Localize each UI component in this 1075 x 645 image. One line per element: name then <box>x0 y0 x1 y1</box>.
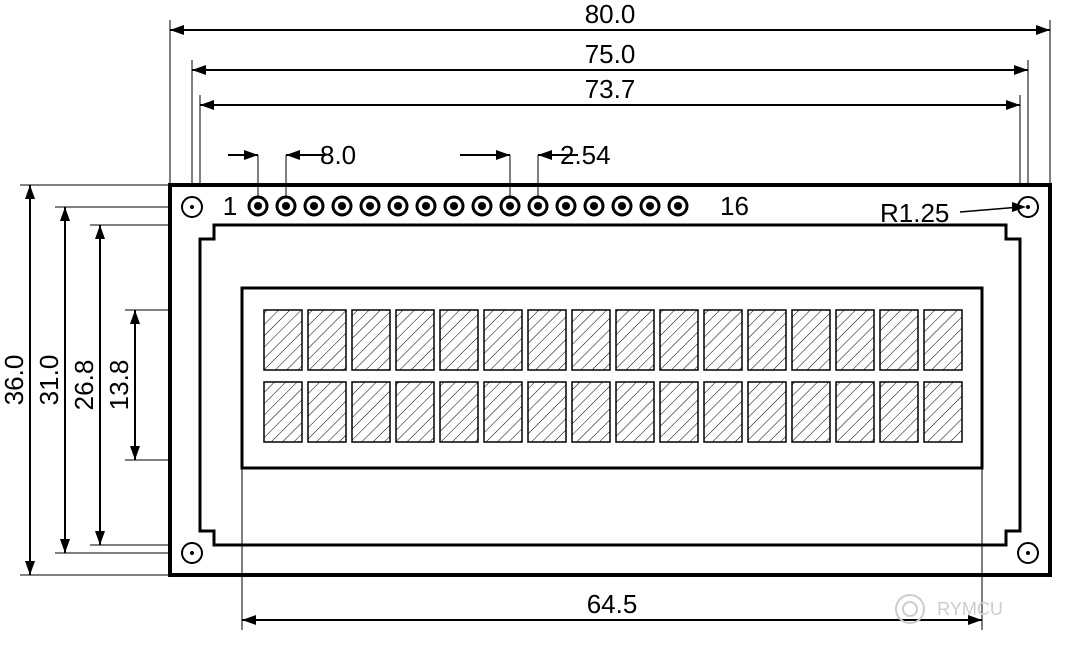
dim-label: 80.0 <box>585 0 636 29</box>
char-cell <box>572 382 610 442</box>
char-cell <box>924 310 962 370</box>
pin-center <box>618 202 626 210</box>
char-cell <box>352 382 390 442</box>
pin-center <box>646 202 654 210</box>
char-cell <box>748 310 786 370</box>
dim-label: 31.0 <box>34 355 64 406</box>
dim-label: 2.54 <box>560 140 611 170</box>
pin-center <box>674 202 682 210</box>
pin-center <box>534 202 542 210</box>
char-cell <box>484 310 522 370</box>
char-cell <box>704 310 742 370</box>
pin-center <box>366 202 374 210</box>
dim-label: 13.8 <box>104 360 134 411</box>
pin-center <box>282 202 290 210</box>
char-cell <box>660 382 698 442</box>
watermark-icon <box>896 595 924 623</box>
char-cell <box>308 310 346 370</box>
char-cell <box>264 382 302 442</box>
pin-label-1: 1 <box>223 191 237 221</box>
pin-center <box>338 202 346 210</box>
char-cell <box>836 310 874 370</box>
char-cell <box>484 382 522 442</box>
mounting-hole-center <box>1026 551 1030 555</box>
char-cell <box>792 382 830 442</box>
char-cell <box>880 310 918 370</box>
char-cell <box>616 310 654 370</box>
pin-center <box>562 202 570 210</box>
pin-center <box>394 202 402 210</box>
dim-label: 26.8 <box>69 360 99 411</box>
char-cell <box>264 310 302 370</box>
dim-label: 64.5 <box>587 589 638 619</box>
char-cell <box>748 382 786 442</box>
char-cell <box>880 382 918 442</box>
dim-label: 75.0 <box>585 39 636 69</box>
char-cell <box>528 382 566 442</box>
char-cell <box>836 382 874 442</box>
dim-label: 36.0 <box>0 355 29 406</box>
char-cell <box>440 310 478 370</box>
char-cell <box>396 310 434 370</box>
watermark-icon <box>903 602 917 616</box>
pcb-outline <box>170 185 1050 575</box>
dim-label: 8.0 <box>320 140 356 170</box>
char-cell <box>616 382 654 442</box>
pin-center <box>506 202 514 210</box>
char-cell <box>660 310 698 370</box>
char-cell <box>308 382 346 442</box>
char-cell <box>352 310 390 370</box>
dim-label: 73.7 <box>585 74 636 104</box>
watermark: RYMCU <box>937 599 1003 619</box>
char-cell <box>792 310 830 370</box>
pin-center <box>590 202 598 210</box>
pin-center <box>422 202 430 210</box>
char-cell <box>528 310 566 370</box>
pin-label-16: 16 <box>720 191 749 221</box>
mounting-hole-center <box>190 205 194 209</box>
pin-center <box>450 202 458 210</box>
pin-center <box>310 202 318 210</box>
char-cell <box>440 382 478 442</box>
pin-center <box>254 202 262 210</box>
char-cell <box>396 382 434 442</box>
char-cell <box>704 382 742 442</box>
mounting-hole-center <box>1026 205 1030 209</box>
radius-label: R1.25 <box>880 198 949 228</box>
mounting-hole-center <box>190 551 194 555</box>
char-cell <box>572 310 610 370</box>
pin-center <box>478 202 486 210</box>
char-cell <box>924 382 962 442</box>
